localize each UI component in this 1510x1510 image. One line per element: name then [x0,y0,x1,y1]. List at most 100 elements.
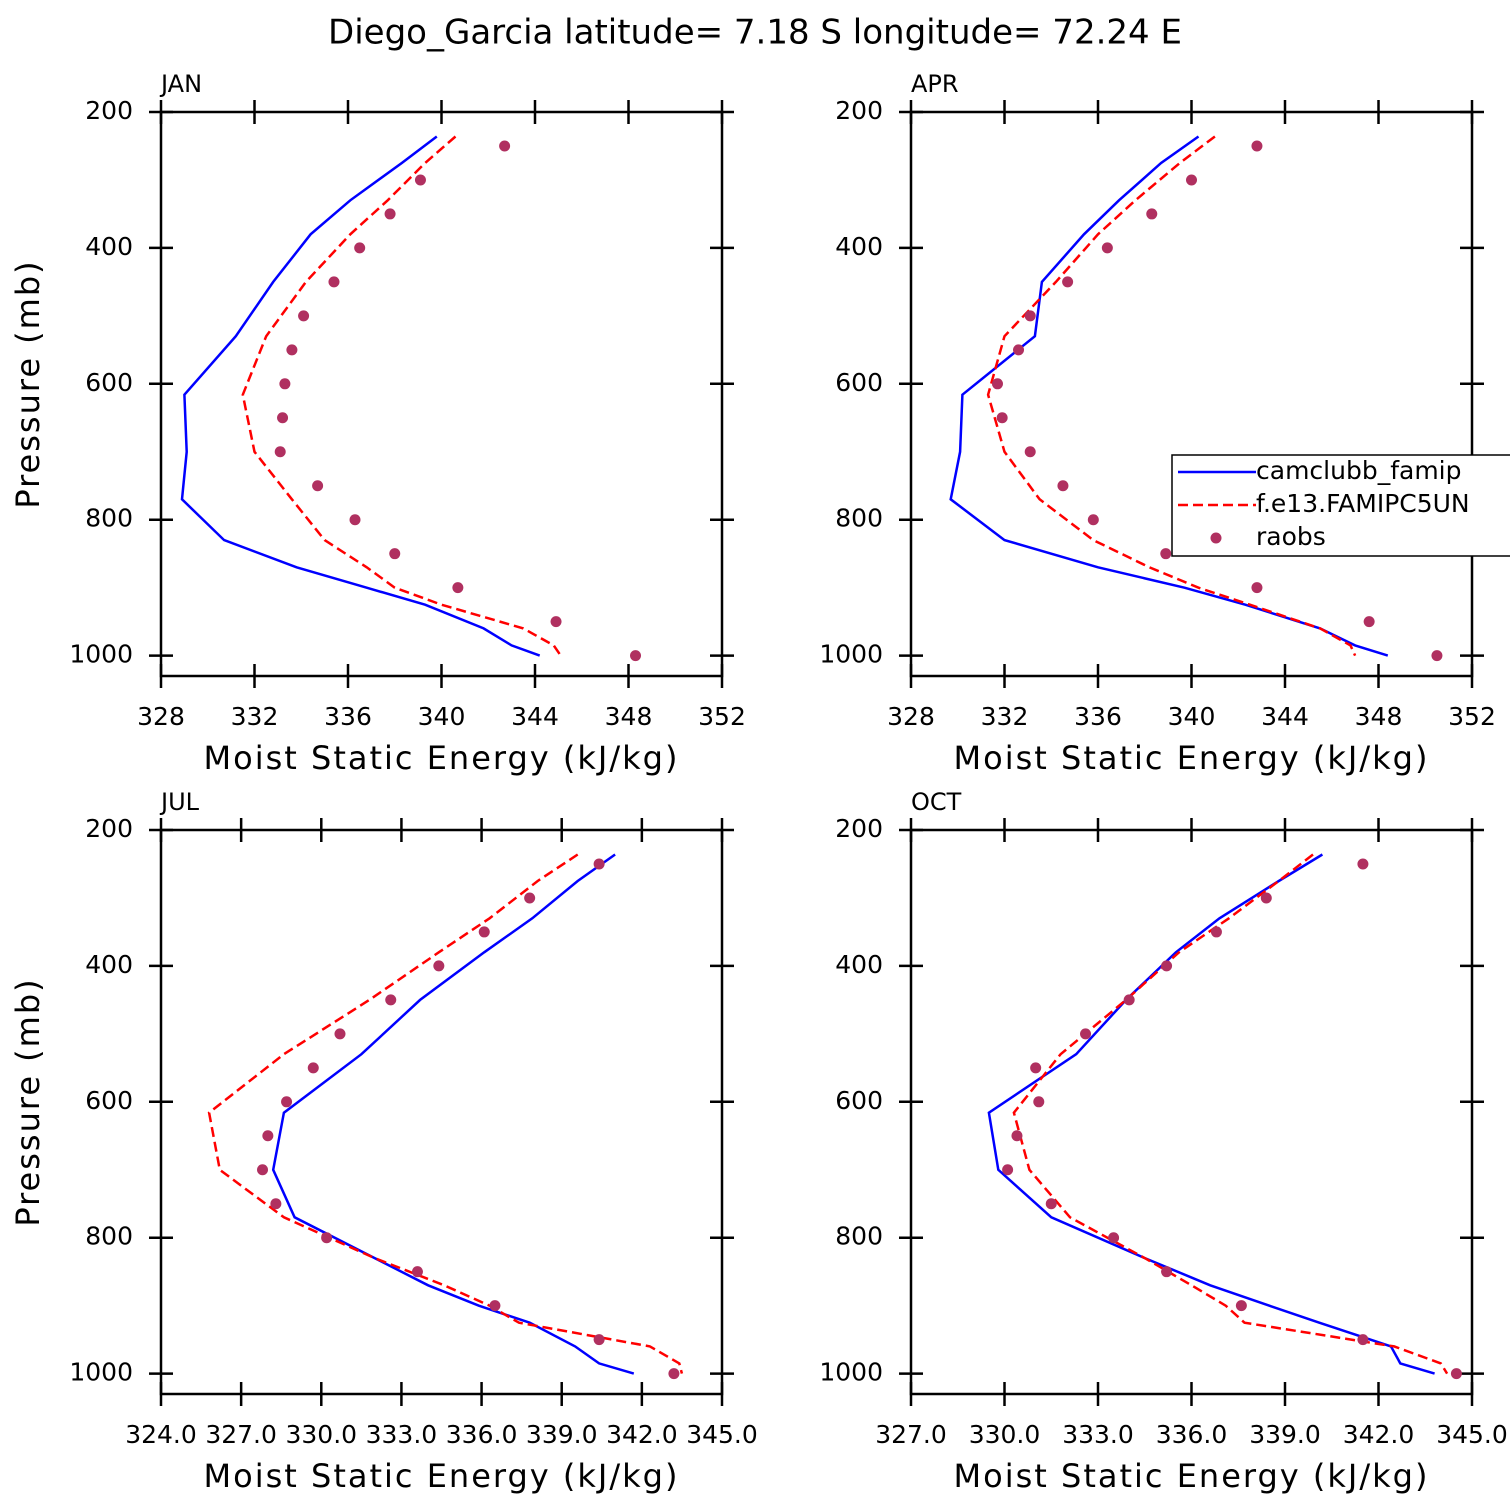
panel-title: OCT [911,788,962,816]
profile-line [207,853,684,1374]
raob-point [1057,480,1069,492]
raob-point [334,1028,346,1040]
raob-point [1013,344,1025,356]
profile-line [949,135,1389,657]
x-axis-label: Moist Static Energy (kJ/kg) [954,739,1430,777]
profile-line [180,135,541,657]
raob-point [262,1130,274,1142]
profile-line [241,135,562,657]
raob-point [1357,858,1369,870]
y-tick-label: 800 [835,1222,883,1251]
raob-point [328,276,340,288]
y-tick-label: 800 [85,504,133,533]
x-tick-label: 327.0 [205,1420,277,1449]
raob-point [277,412,289,424]
raob-point [384,208,396,220]
y-tick-label: 800 [835,504,883,533]
raob-point [499,140,511,152]
raob-point [411,1266,423,1278]
raob-point [1024,310,1036,322]
raob-point [298,310,310,322]
y-tick-label: 400 [85,950,133,979]
raob-point [1357,1334,1369,1346]
raob-point [279,378,291,390]
y-tick-label: 200 [85,814,133,843]
x-tick-label: 336 [324,702,372,731]
raob-point [307,1062,319,1074]
figure-title: Diego_Garcia latitude= 7.18 S longitude=… [328,13,1182,53]
x-tick-label: 336.0 [1156,1420,1228,1449]
raob-point [1186,174,1197,186]
raob-point [1260,892,1272,904]
raob-point [414,174,426,186]
y-tick-label: 1000 [69,640,133,669]
raob-point [1045,1198,1057,1210]
profile-line [271,853,635,1375]
raob-point [1011,1130,1023,1142]
y-tick-label: 200 [835,96,883,125]
y-tick-label: 200 [85,96,133,125]
panel: JUL 200 400 600 800 1000 324.0 327.0 330.0 333.0 3… [9,788,758,1495]
raob-point [281,1096,293,1108]
x-tick-label: 340 [418,702,466,731]
x-axis-label: Moist Static Energy (kJ/kg) [204,739,680,777]
raob-point [354,242,366,254]
x-tick-label: 324.0 [125,1420,197,1449]
plot-frame [159,828,724,1396]
raob-point [389,548,401,560]
raob-point [1123,994,1135,1006]
y-tick-label: 600 [85,368,133,397]
legend-label: camclubb_famip [1256,456,1461,485]
raob-point [1450,1368,1462,1380]
legend-marker [1210,532,1222,544]
raob-point [1024,446,1036,458]
x-tick-label: 340 [1168,702,1216,731]
plot-frame [909,828,1474,1396]
x-tick-label: 336.0 [446,1420,518,1449]
raob-point [1080,1028,1092,1040]
x-tick-label: 339.0 [1249,1420,1321,1449]
y-tick-label: 200 [835,814,883,843]
x-tick-label: 348 [605,702,653,731]
raob-point [257,1164,269,1176]
raob-point [1210,926,1222,938]
panel: OCT 200 400 600 800 1000 327.0 330.0 333.0 336.0 3… [819,788,1507,1495]
raob-point [274,446,286,458]
profile-line [987,853,1435,1375]
x-axis-label: Moist Static Energy (kJ/kg) [954,1457,1430,1495]
raob-point [1101,242,1113,254]
x-tick-label: 327.0 [875,1420,947,1449]
x-tick-label: 345.0 [1436,1420,1508,1449]
panel: APR 200 400 600 800 1000 328 332 336 340 344 348 352… [819,70,1510,777]
y-tick-label: 400 [835,950,883,979]
raob-point [312,480,324,492]
panel-title: APR [911,70,959,98]
raob-point [1235,1300,1247,1312]
legend-label: f.e13.FAMIPC5UN [1256,489,1470,518]
raob-point [1002,1164,1014,1176]
x-tick-label: 342.0 [606,1420,678,1449]
raob-point [1161,1266,1173,1278]
x-tick-label: 330.0 [969,1420,1041,1449]
x-tick-label: 333.0 [1062,1420,1134,1449]
x-tick-label: 332 [981,702,1029,731]
x-tick-label: 342.0 [1343,1420,1415,1449]
legend-label: raobs [1256,522,1326,551]
raob-point [489,1300,501,1312]
raob-point [349,514,361,526]
y-tick-label: 1000 [819,640,883,669]
y-tick-label: 800 [85,1222,133,1251]
profile-line [1012,853,1449,1375]
x-tick-label: 344 [1261,702,1309,731]
y-tick-label: 400 [835,232,883,261]
profile-line [986,135,1357,657]
y-axis-label: Pressure (mb) [9,977,47,1226]
raob-point [630,650,642,662]
raob-point [1251,582,1263,594]
plot-frame [909,110,1474,678]
x-tick-label: 352 [1448,702,1496,731]
panel: JAN 200 400 600 800 1000 328 332 336 340 344 348 352… [9,70,746,777]
raob-point [270,1198,282,1210]
